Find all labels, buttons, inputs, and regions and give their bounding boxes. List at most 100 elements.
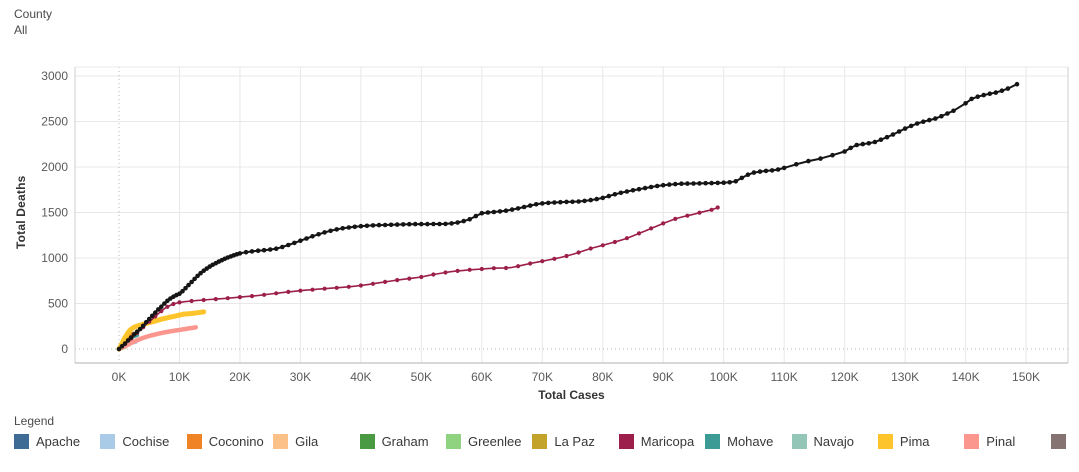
series-dot-maricopa[interactable] [225, 296, 230, 301]
series-dot-maricopa[interactable] [528, 261, 533, 266]
series-dot-maricopa[interactable] [697, 210, 702, 215]
series-dot-all[interactable] [933, 116, 938, 121]
series-dot-all[interactable] [479, 210, 485, 216]
series-line-pima[interactable] [116, 309, 207, 352]
series-dot-maricopa[interactable] [431, 272, 436, 277]
series-dot-all[interactable] [588, 197, 593, 203]
series-dot-maricopa[interactable] [213, 297, 218, 302]
series-dot-all[interactable] [769, 168, 775, 173]
series-dot-all[interactable] [183, 285, 188, 291]
series-line-pinal[interactable] [116, 325, 199, 352]
series-dot-maricopa[interactable] [503, 265, 509, 271]
series-dot-all[interactable] [467, 217, 473, 222]
series-dot-maricopa[interactable] [673, 216, 678, 221]
series-dot-maricopa[interactable] [346, 284, 351, 289]
series-dot-all[interactable] [137, 326, 143, 332]
series-dot-maricopa[interactable] [171, 301, 176, 307]
series-dot-all[interactable] [195, 273, 200, 279]
series-dot-maricopa[interactable] [419, 274, 424, 280]
legend-item-pima[interactable]: Pima [877, 434, 964, 449]
series-dot-all[interactable] [654, 183, 660, 189]
series-dot-all[interactable] [908, 123, 914, 129]
series-dot-all[interactable] [159, 304, 164, 310]
series-dot-all[interactable] [860, 141, 866, 147]
series-dot-all[interactable] [425, 221, 430, 227]
series-dot-all[interactable] [679, 181, 684, 186]
series-dot-maricopa[interactable] [334, 285, 339, 290]
series-dot-all[interactable] [437, 221, 442, 227]
series-dot-all[interactable] [491, 209, 497, 215]
series-dot-all[interactable] [794, 162, 799, 167]
series-dot-all[interactable] [806, 158, 811, 164]
series-dot-all[interactable] [902, 126, 908, 131]
series-dot-all[interactable] [963, 101, 968, 106]
legend-item-navajo[interactable]: Navajo [791, 434, 878, 449]
series-dot-maricopa[interactable] [685, 213, 690, 218]
series-dot-maricopa[interactable] [383, 279, 388, 284]
series-dot-maricopa[interactable] [310, 287, 315, 292]
series-dot-all[interactable] [715, 180, 720, 186]
series-dot-all[interactable] [969, 96, 974, 102]
series-dot-all[interactable] [872, 139, 878, 145]
series-dot-all[interactable] [443, 221, 448, 227]
series-dot-all[interactable] [914, 121, 920, 126]
legend-item-maricopa[interactable]: Maricopa [618, 434, 705, 449]
series-dot-all[interactable] [594, 196, 599, 202]
series-dot-all[interactable] [243, 249, 249, 255]
series-dot-all[interactable] [552, 200, 557, 205]
series-dot-all[interactable] [153, 310, 158, 315]
series-dot-all[interactable] [842, 149, 847, 154]
series-dot-maricopa[interactable] [395, 278, 400, 283]
series-dot-all[interactable] [146, 316, 152, 322]
series-dot-maricopa[interactable] [715, 205, 720, 210]
series-dot-all[interactable] [156, 307, 161, 312]
series-dot-maricopa[interactable] [709, 207, 714, 212]
series-dot-maricopa[interactable] [443, 270, 448, 275]
series-dot-all[interactable] [119, 344, 125, 349]
series-dot-all[interactable] [981, 92, 986, 98]
series-dot-all[interactable] [249, 249, 255, 254]
series-dot-maricopa[interactable] [564, 253, 569, 259]
series-dot-maricopa[interactable] [552, 256, 557, 261]
series-dot-all[interactable] [382, 222, 388, 228]
series-dot-maricopa[interactable] [298, 288, 303, 293]
series-dot-all[interactable] [1014, 81, 1020, 87]
series-dot-all[interactable] [485, 210, 491, 215]
series-dot-maricopa[interactable] [370, 281, 376, 286]
series-dot-all[interactable] [140, 323, 146, 329]
series-dot-maricopa[interactable] [516, 264, 521, 269]
series-dot-all[interactable] [642, 185, 648, 191]
series-dot-all[interactable] [703, 180, 708, 186]
series-dot-all[interactable] [407, 221, 412, 227]
series-dot-all[interactable] [673, 181, 678, 187]
series-dot-all[interactable] [449, 221, 454, 226]
series-dot-all[interactable] [298, 238, 303, 243]
series-dot-all[interactable] [564, 199, 569, 205]
series-dot-all[interactable] [134, 329, 140, 335]
series-dot-all[interactable] [310, 234, 315, 239]
series-dot-all[interactable] [267, 247, 273, 252]
series-dot-all[interactable] [866, 141, 872, 146]
series-dot-all[interactable] [143, 319, 149, 325]
series-dot-all[interactable] [600, 195, 606, 201]
series-dot-maricopa[interactable] [576, 250, 581, 255]
series-dot-all[interactable] [370, 223, 376, 228]
series-dot-maricopa[interactable] [540, 259, 545, 264]
series-dot-all[interactable] [830, 152, 835, 158]
series-dot-all[interactable] [255, 248, 261, 253]
series-dot-all[interactable] [606, 193, 612, 199]
series-dot-maricopa[interactable] [407, 276, 412, 281]
series-dot-all[interactable] [419, 221, 424, 227]
series-dot-all[interactable] [261, 247, 267, 253]
series-dot-all[interactable] [854, 142, 859, 148]
series-dot-all[interactable] [636, 186, 642, 192]
legend-item-cochise[interactable]: Cochise [100, 434, 186, 449]
series-dot-maricopa[interactable] [286, 289, 291, 294]
series-dot-maricopa[interactable] [189, 298, 194, 304]
series-dot-all[interactable] [340, 226, 346, 231]
series-dot-all[interactable] [316, 232, 321, 237]
series-dot-all[interactable] [280, 244, 285, 250]
series-dot-all[interactable] [709, 180, 714, 186]
series-dot-maricopa[interactable] [612, 239, 618, 245]
series-dot-all[interactable] [286, 242, 291, 248]
